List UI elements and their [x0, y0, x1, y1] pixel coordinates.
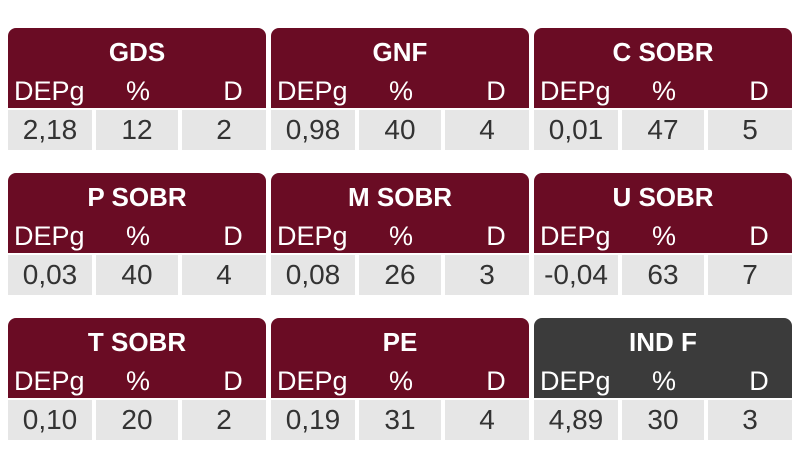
- stat-value: 4,89: [534, 400, 618, 440]
- stat-value: 2,18: [8, 110, 92, 150]
- column-label: DEPg: [14, 221, 85, 251]
- card-header: U SOBR DEPg% D: [534, 173, 792, 253]
- column-label: D: [749, 221, 769, 251]
- stat-card: P SOBR DEPg% D 0,03 40 4: [8, 173, 266, 295]
- stat-card: U SOBR DEPg% D -0,04 63 7: [534, 173, 792, 295]
- stat-value: 26: [359, 255, 441, 295]
- stat-card: M SOBR DEPg% D 0,08 26 3: [271, 173, 529, 295]
- card-title: U SOBR: [612, 182, 714, 212]
- stat-value: 47: [622, 110, 704, 150]
- column-label: D: [486, 221, 506, 251]
- card-title: PE: [382, 327, 418, 357]
- card-title: C SOBR: [612, 37, 714, 67]
- column-label: DEPg: [277, 221, 348, 251]
- stat-card: IND F DEPg% D 4,89 30 3: [534, 318, 792, 440]
- stat-value: 20: [96, 400, 178, 440]
- column-label: %: [125, 76, 150, 106]
- stat-value: 0,08: [271, 255, 355, 295]
- stat-value: 3: [445, 255, 529, 295]
- card-title: P SOBR: [87, 182, 187, 212]
- card-header: GDS DEPg% D: [8, 28, 266, 108]
- column-label: D: [223, 76, 243, 106]
- column-label: D: [486, 76, 506, 106]
- stat-card: GNF DEPg% D 0,98 40 4: [271, 28, 529, 150]
- stat-value: 2: [182, 110, 266, 150]
- column-label: DEPg: [540, 76, 611, 106]
- column-label: %: [651, 76, 676, 106]
- column-label: DEPg: [540, 221, 611, 251]
- stat-value: 7: [708, 255, 792, 295]
- column-label: D: [223, 366, 243, 396]
- column-label: D: [749, 366, 769, 396]
- stat-value: 63: [622, 255, 704, 295]
- stat-value: 12: [96, 110, 178, 150]
- column-label: %: [125, 366, 150, 396]
- card-header: C SOBR DEPg% D: [534, 28, 792, 108]
- stat-value: 4: [182, 255, 266, 295]
- card-title: M SOBR: [348, 182, 452, 212]
- card-header: GNF DEPg% D: [271, 28, 529, 108]
- column-label: %: [651, 366, 676, 396]
- column-label: DEPg: [14, 76, 85, 106]
- card-title: GNF: [372, 37, 428, 67]
- stat-value: 0,98: [271, 110, 355, 150]
- stat-value: 31: [359, 400, 441, 440]
- card-header: PE DEPg% D: [271, 318, 529, 398]
- stat-value: 0,10: [8, 400, 92, 440]
- column-label: D: [749, 76, 769, 106]
- column-label: D: [223, 221, 243, 251]
- card-title: T SOBR: [87, 327, 187, 357]
- stat-value: 3: [708, 400, 792, 440]
- stat-value: 5: [708, 110, 792, 150]
- column-label: %: [651, 221, 676, 251]
- column-label: D: [486, 366, 506, 396]
- stat-value: 0,01: [534, 110, 618, 150]
- stat-value: 2: [182, 400, 266, 440]
- card-title: GDS: [108, 37, 166, 67]
- column-label: %: [388, 366, 413, 396]
- card-header: T SOBR DEPg% D: [8, 318, 266, 398]
- stat-value: 40: [359, 110, 441, 150]
- stat-value: 4: [445, 400, 529, 440]
- card-header: M SOBR DEPg% D: [271, 173, 529, 253]
- stat-card: GDS DEPg% D 2,18 12 2: [8, 28, 266, 150]
- column-label: DEPg: [540, 366, 611, 396]
- column-label: DEPg: [277, 76, 348, 106]
- stat-value: 30: [622, 400, 704, 440]
- stat-card: T SOBR DEPg% D 0,10 20 2: [8, 318, 266, 440]
- column-label: %: [125, 221, 150, 251]
- stat-value: 40: [96, 255, 178, 295]
- stat-value: 4: [445, 110, 529, 150]
- stat-card: C SOBR DEPg% D 0,01 47 5: [534, 28, 792, 150]
- column-label: %: [388, 76, 413, 106]
- card-header: P SOBR DEPg% D: [8, 173, 266, 253]
- stat-value: -0,04: [534, 255, 618, 295]
- column-label: DEPg: [14, 366, 85, 396]
- card-header: IND F DEPg% D: [534, 318, 792, 398]
- stat-value: 0,19: [271, 400, 355, 440]
- stat-card: PE DEPg% D 0,19 31 4: [271, 318, 529, 440]
- stat-value: 0,03: [8, 255, 92, 295]
- column-label: DEPg: [277, 366, 348, 396]
- column-label: %: [388, 221, 413, 251]
- card-title: IND F: [629, 327, 697, 357]
